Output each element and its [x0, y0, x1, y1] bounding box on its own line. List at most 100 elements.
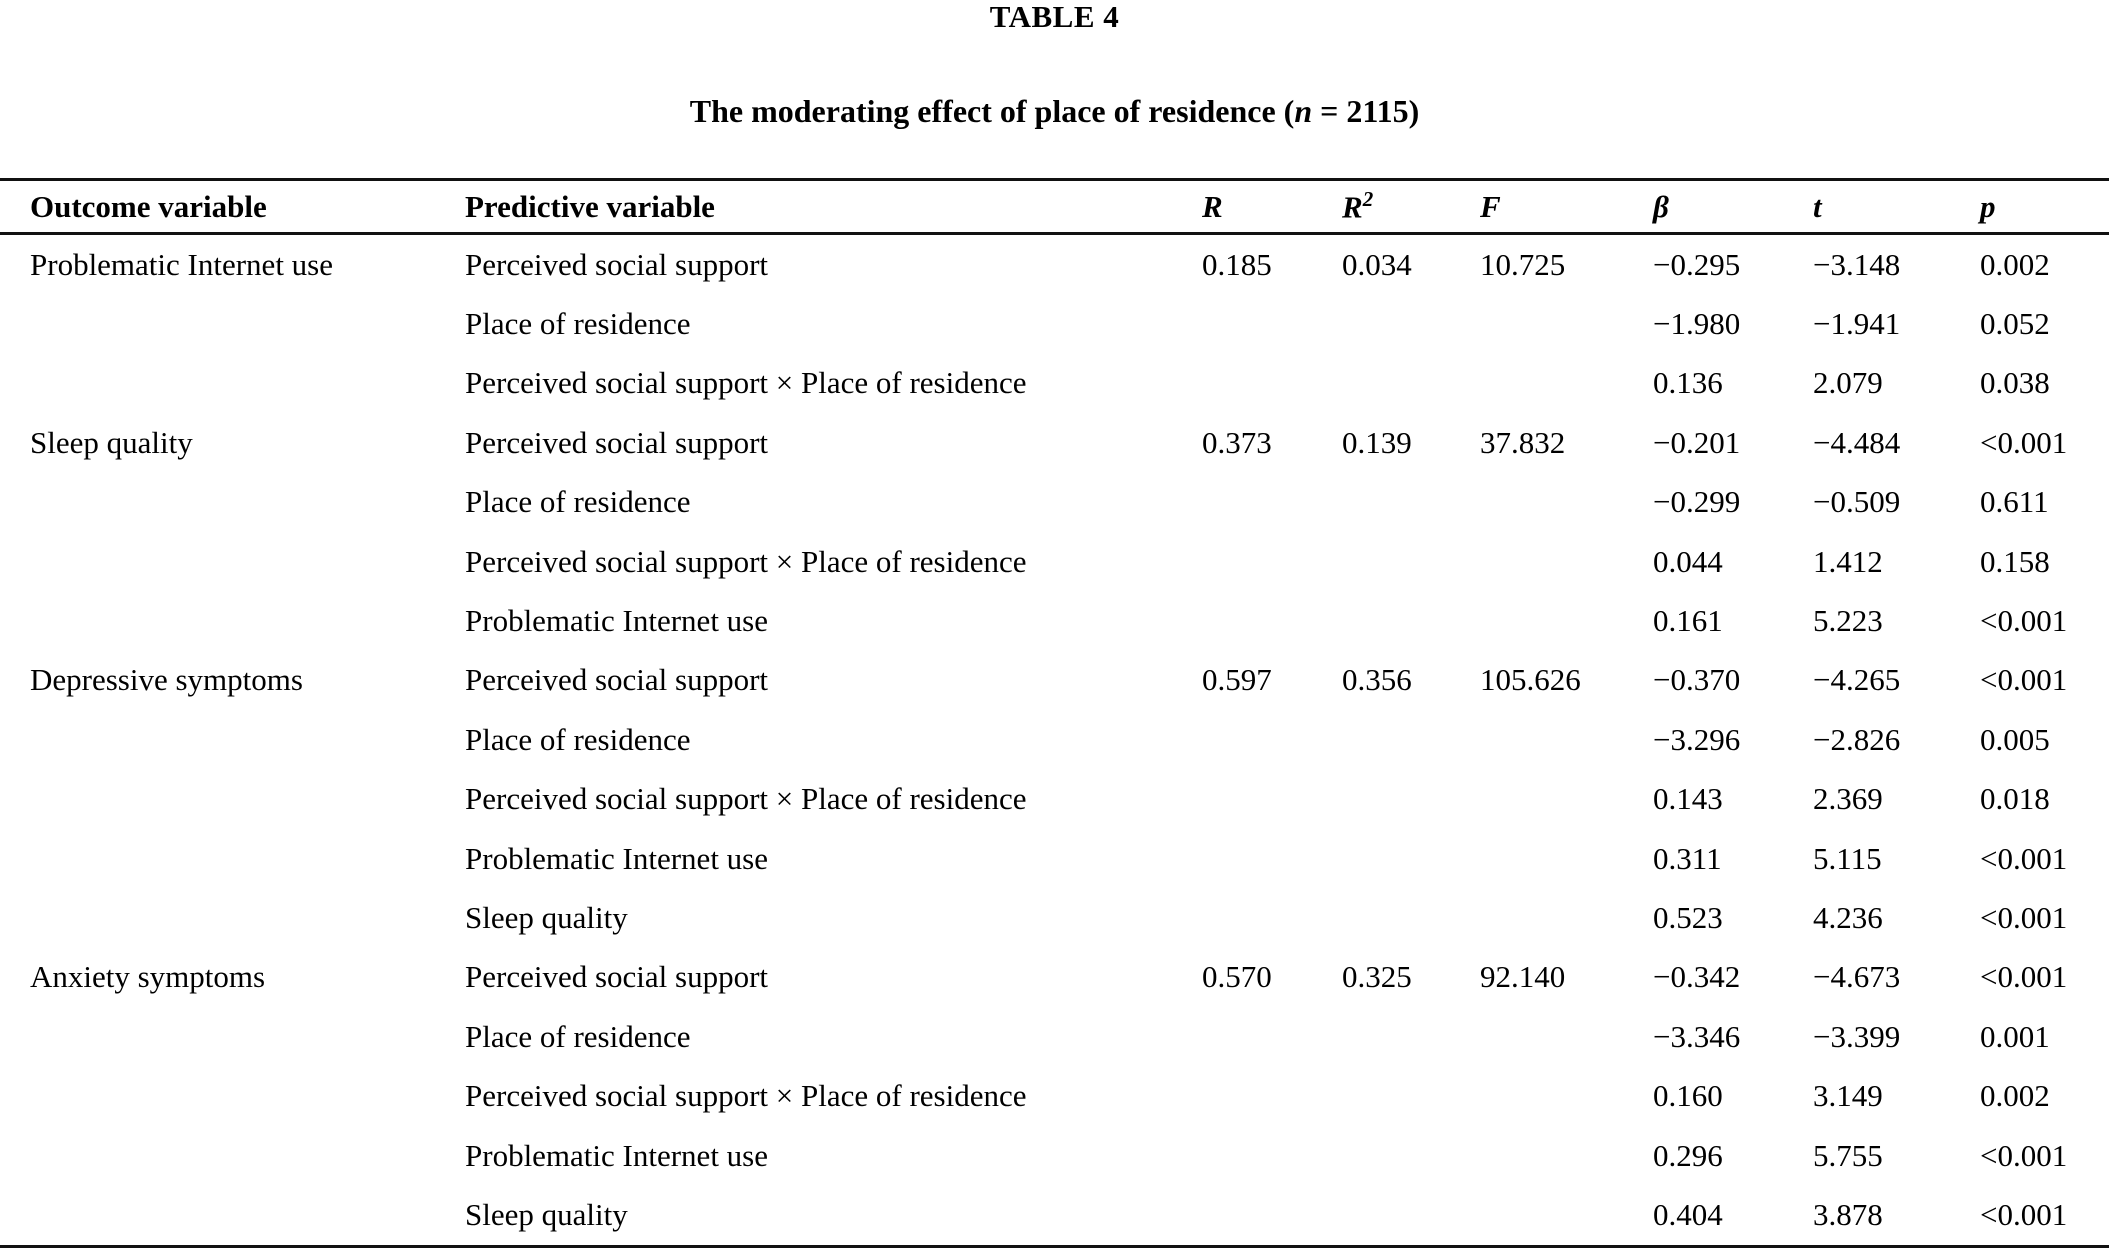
cell-r2: 0.356	[1342, 662, 1412, 698]
cell-outcome	[0, 532, 465, 591]
cell-r: 0.597	[1202, 662, 1272, 698]
table-row: Perceived social support × Place of resi…	[0, 354, 2109, 413]
cell-r2	[1342, 1007, 1480, 1066]
cell-predictive: Sleep quality	[465, 899, 628, 935]
cell-p: <0.001	[1980, 1196, 2068, 1232]
table-label: TABLE 4	[989, 0, 1120, 34]
cell-predictive: Place of residence	[465, 484, 691, 520]
table-row: Problematic Internet use 0.311 5.115 <0.…	[0, 829, 2109, 888]
table-row: Sleep quality 0.523 4.236 <0.001	[0, 888, 2109, 947]
cell-f	[1480, 473, 1653, 532]
cell-beta: −1.980	[1653, 306, 1741, 342]
caption-prefix: The moderating effect of place of reside…	[689, 93, 1295, 129]
cell-f	[1480, 354, 1653, 413]
cell-r2	[1342, 354, 1480, 413]
cell-beta: 0.161	[1653, 603, 1723, 639]
cell-predictive: Place of residence	[465, 1018, 691, 1054]
cell-r	[1202, 473, 1342, 532]
cell-r2	[1342, 770, 1480, 829]
cell-f	[1480, 888, 1653, 947]
cell-r	[1202, 710, 1342, 769]
table-row: Perceived social support × Place of resi…	[0, 770, 2109, 829]
cell-outcome	[0, 710, 465, 769]
cell-r2	[1342, 1185, 1480, 1246]
header-r: R	[1202, 179, 1342, 235]
cell-t: −2.826	[1813, 721, 1901, 757]
cell-p: 0.158	[1980, 543, 2050, 579]
cell-outcome	[0, 829, 465, 888]
cell-beta: −3.296	[1653, 721, 1741, 757]
cell-p: 0.018	[1980, 781, 2050, 817]
cell-beta: 0.136	[1653, 365, 1723, 401]
cell-outcome	[0, 1185, 465, 1246]
cell-r2	[1342, 473, 1480, 532]
table-row: Sleep quality 0.404 3.878 <0.001	[0, 1185, 2109, 1246]
cell-beta: −0.295	[1653, 246, 1741, 282]
header-r-squared: R2	[1342, 179, 1480, 235]
caption-n-symbol: n	[1294, 93, 1313, 129]
cell-f	[1480, 1007, 1653, 1066]
cell-f	[1480, 591, 1653, 650]
cell-r2	[1342, 888, 1480, 947]
cell-f: 10.725	[1480, 246, 1566, 282]
cell-predictive: Place of residence	[465, 721, 691, 757]
cell-outcome	[0, 473, 465, 532]
header-row: Outcome variable Predictive variable R R…	[0, 179, 2109, 235]
cell-t: −1.941	[1813, 306, 1901, 342]
cell-t: 5.755	[1813, 1137, 1883, 1173]
cell-p: <0.001	[1980, 603, 2068, 639]
cell-t: 5.223	[1813, 603, 1883, 639]
table-row: Place of residence −0.299 −0.509 0.611	[0, 473, 2109, 532]
cell-beta: 0.296	[1653, 1137, 1723, 1173]
table-row: Problematic Internet use 0.161 5.223 <0.…	[0, 591, 2109, 650]
cell-outcome	[0, 354, 465, 413]
cell-f	[1480, 1185, 1653, 1246]
cell-f	[1480, 1126, 1653, 1185]
cell-predictive: Perceived social support × Place of resi…	[465, 543, 1027, 579]
cell-predictive: Perceived social support	[465, 246, 769, 282]
cell-t: 3.878	[1813, 1196, 1883, 1232]
cell-predictive: Perceived social support	[465, 424, 769, 460]
cell-t: −3.399	[1813, 1018, 1901, 1054]
cell-outcome: Anxiety symptoms	[30, 959, 266, 995]
cell-t: −0.509	[1813, 484, 1901, 520]
header-t: t	[1813, 179, 1980, 235]
cell-beta: −0.201	[1653, 424, 1741, 460]
cell-r: 0.185	[1202, 246, 1272, 282]
cell-beta: 0.160	[1653, 1078, 1723, 1114]
cell-beta: 0.044	[1653, 543, 1723, 579]
cell-predictive: Problematic Internet use	[465, 840, 769, 876]
table-row: Place of residence −3.296 −2.826 0.005	[0, 710, 2109, 769]
cell-r2: 0.325	[1342, 959, 1412, 995]
cell-r	[1202, 770, 1342, 829]
cell-f: 92.140	[1480, 959, 1566, 995]
cell-p: <0.001	[1980, 899, 2068, 935]
table-row: Place of residence −3.346 −3.399 0.001	[0, 1007, 2109, 1066]
cell-f	[1480, 770, 1653, 829]
cell-p: <0.001	[1980, 662, 2068, 698]
table-body: Problematic Internet use Perceived socia…	[0, 234, 2109, 1247]
cell-beta: −0.342	[1653, 959, 1741, 995]
cell-t: 3.149	[1813, 1078, 1883, 1114]
cell-r2: 0.034	[1342, 246, 1412, 282]
table-row: Place of residence −1.980 −1.941 0.052	[0, 294, 2109, 353]
cell-t: −3.148	[1813, 246, 1901, 282]
table-row: Problematic Internet use 0.296 5.755 <0.…	[0, 1126, 2109, 1185]
cell-r	[1202, 888, 1342, 947]
cell-outcome	[0, 294, 465, 353]
cell-r2	[1342, 591, 1480, 650]
cell-p: 0.038	[1980, 365, 2050, 401]
moderation-table: Outcome variable Predictive variable R R…	[0, 178, 2109, 1248]
cell-t: −4.484	[1813, 424, 1901, 460]
cell-outcome	[0, 1126, 465, 1185]
cell-r2: 0.139	[1342, 424, 1412, 460]
header-beta: β	[1653, 179, 1813, 235]
cell-r2	[1342, 294, 1480, 353]
cell-predictive: Place of residence	[465, 306, 691, 342]
cell-outcome	[0, 591, 465, 650]
table-row: Depressive symptoms Perceived social sup…	[0, 651, 2109, 710]
cell-predictive: Perceived social support × Place of resi…	[465, 781, 1027, 817]
header-f: F	[1480, 179, 1653, 235]
cell-beta: −0.299	[1653, 484, 1741, 520]
cell-r	[1202, 1185, 1342, 1246]
